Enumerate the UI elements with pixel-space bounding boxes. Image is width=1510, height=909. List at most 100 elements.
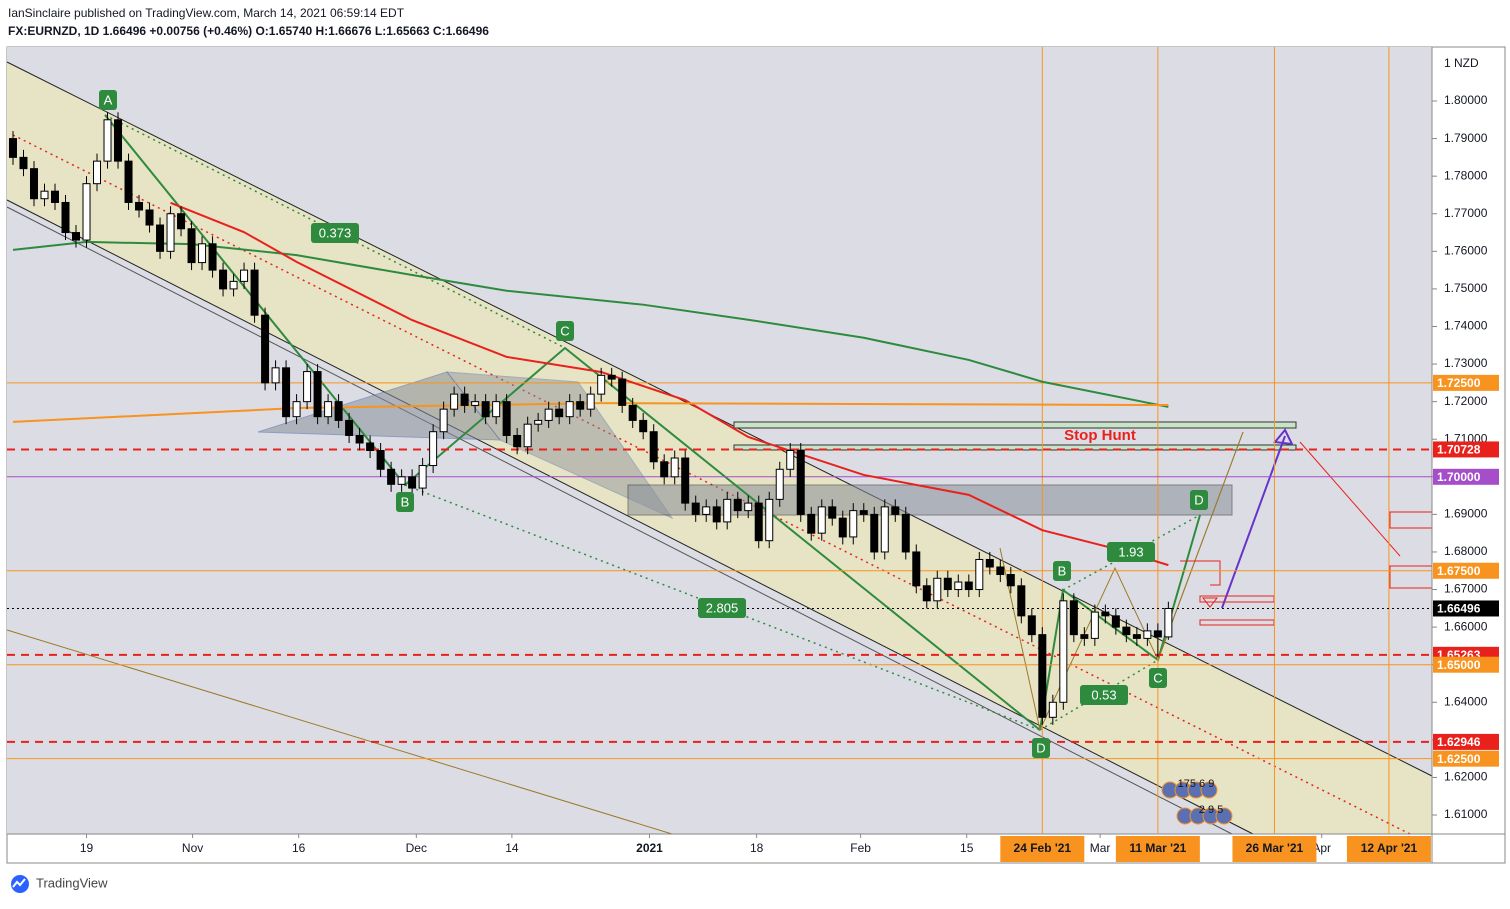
y-tick-label: 1.61000 [1444, 807, 1488, 821]
candle [859, 503, 868, 522]
candle [544, 401, 553, 428]
candle-body [796, 449, 805, 515]
candle-body [513, 434, 522, 448]
pattern-badge-label: 0.373 [319, 225, 352, 240]
candle-body [271, 367, 280, 384]
candle-body [649, 431, 658, 463]
candle [691, 495, 700, 522]
y-tick-label: 1.72000 [1444, 394, 1488, 408]
moving-average [12, 402, 1169, 423]
candle [754, 495, 763, 549]
event-bubble-label: 175 6 9 [1178, 778, 1215, 790]
time-label-box [1232, 836, 1317, 862]
pattern-badge [1080, 685, 1128, 705]
candle [408, 469, 417, 496]
candle-body [313, 371, 322, 418]
candle [219, 262, 228, 297]
candle [670, 450, 679, 485]
level-label-box [1433, 656, 1499, 673]
candle [156, 217, 165, 259]
candle-body [1059, 600, 1068, 703]
candle [481, 394, 490, 425]
candle [712, 499, 721, 530]
event-bubble [1215, 807, 1233, 825]
x-tick-label: Nov [182, 841, 203, 855]
candle [502, 394, 511, 443]
candle [135, 194, 144, 218]
candle-body [880, 506, 889, 553]
candle [292, 394, 301, 425]
candle-body [219, 269, 228, 290]
candle [555, 401, 564, 425]
candle [597, 367, 606, 402]
pattern-badge [396, 492, 414, 512]
candle [1059, 593, 1068, 710]
candle [303, 364, 312, 410]
candle [450, 386, 459, 417]
candle [418, 458, 427, 496]
candle [250, 262, 259, 323]
candle-body [1006, 574, 1015, 587]
y-tick-label: 1.69000 [1444, 507, 1488, 521]
y-tick-label: 1.74000 [1444, 319, 1488, 333]
pattern-badge-label: C [1153, 670, 1162, 685]
candle [103, 112, 112, 169]
candle-body [408, 476, 417, 489]
candle [387, 461, 396, 492]
y-tick-label: 1.78000 [1444, 168, 1488, 182]
candle-body [544, 408, 553, 421]
y-unit: 1 NZD [1444, 56, 1479, 70]
candle-body [985, 558, 994, 568]
candle [1027, 608, 1036, 643]
candle-body [1038, 634, 1047, 718]
candle [355, 427, 364, 451]
candle [166, 206, 175, 259]
candle-body [93, 160, 102, 185]
candle [1017, 578, 1026, 624]
candle-body [828, 506, 837, 519]
candle [261, 307, 270, 391]
candle [376, 442, 385, 477]
y-tick-label: 1.76000 [1444, 243, 1488, 257]
x-tick-label: Dec [406, 841, 427, 855]
candle-body [912, 551, 921, 587]
pattern-badge-label: B [1058, 563, 1067, 578]
candle [1080, 627, 1089, 646]
level-label: 1.70728 [1437, 443, 1481, 457]
candle-body [376, 449, 385, 470]
candle-body [576, 401, 585, 410]
y-tick-label: 1.66000 [1444, 619, 1488, 633]
candle-body [691, 502, 700, 515]
candle-body [240, 269, 249, 282]
candle [492, 394, 501, 425]
pattern-badge [556, 321, 574, 341]
candle-body [29, 168, 38, 200]
candle [1143, 623, 1152, 646]
candle-body [922, 585, 931, 602]
candle [460, 386, 469, 413]
x-tick-label: 11 Mar '21 [1129, 841, 1186, 855]
candle-body [891, 506, 900, 515]
pattern-badge [1149, 668, 1167, 688]
pattern-badge-label: B [401, 494, 410, 509]
pattern-badge [1190, 490, 1208, 510]
y-tick-label: 1.67000 [1444, 582, 1488, 596]
candle [975, 551, 984, 598]
candle [933, 570, 942, 609]
candle-body [807, 513, 816, 534]
candle [618, 371, 627, 413]
candle-body [964, 581, 973, 591]
candle-body [618, 378, 627, 406]
candle-body [471, 401, 480, 406]
candle-body [492, 401, 501, 418]
level-label-box [1433, 441, 1499, 458]
y-tick-label: 1.62000 [1444, 770, 1488, 784]
candle-body [72, 232, 81, 241]
pattern-badge-label: A [104, 92, 113, 107]
candle [744, 495, 753, 519]
candle-body [208, 243, 217, 271]
candle-body [61, 201, 70, 234]
time-label-box [1346, 836, 1431, 862]
candle-body [660, 461, 669, 478]
candle [901, 506, 910, 560]
